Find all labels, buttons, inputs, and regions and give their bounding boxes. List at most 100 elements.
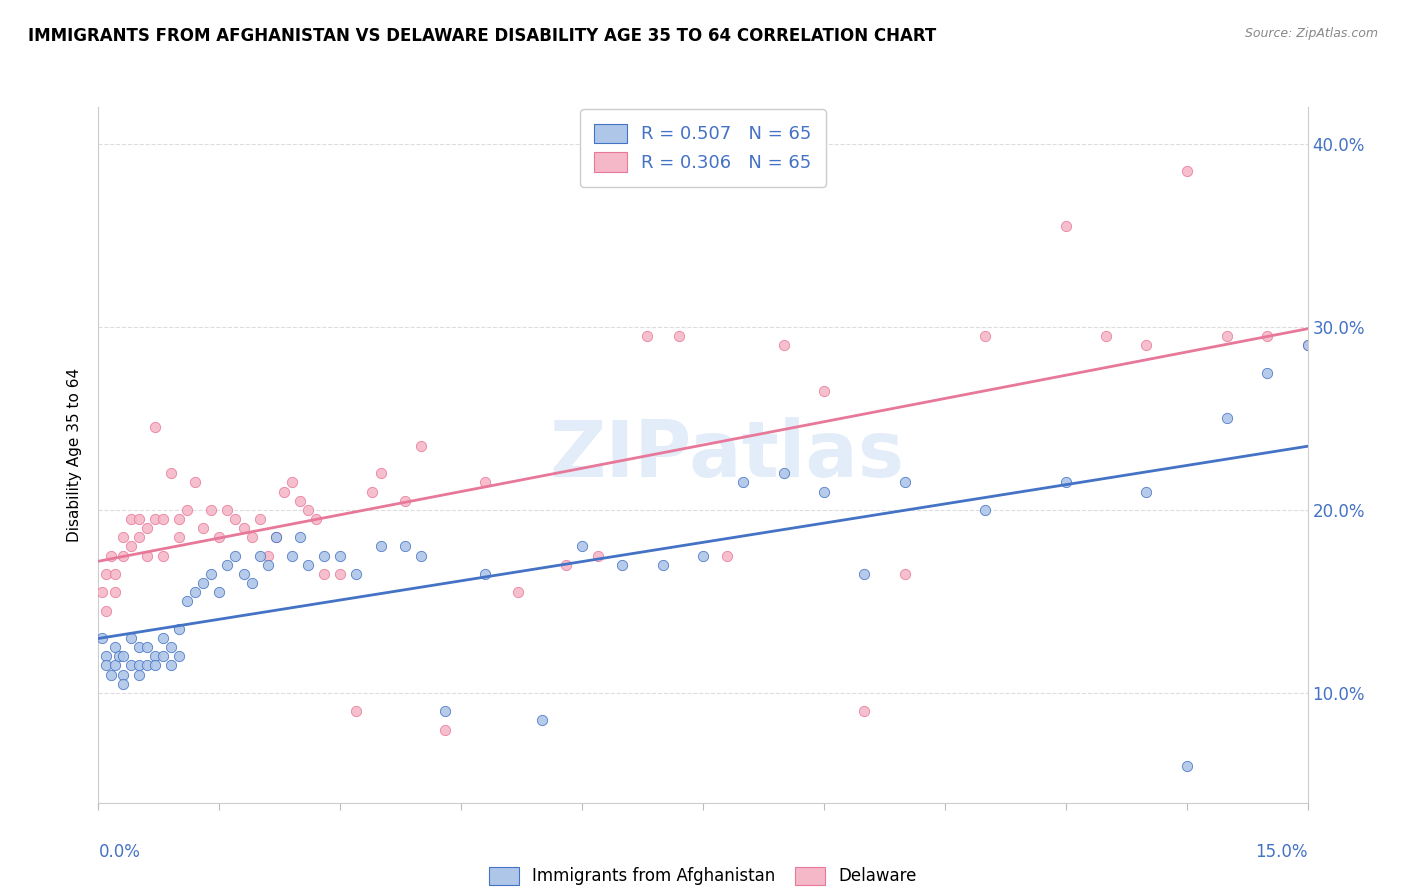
Point — [297, 503, 319, 517]
Point — [506, 585, 529, 599]
Point — [1296, 338, 1319, 352]
Point — [1256, 366, 1278, 380]
Point — [167, 530, 190, 544]
Point — [120, 540, 142, 554]
Legend: Immigrants from Afghanistan, Delaware: Immigrants from Afghanistan, Delaware — [482, 860, 924, 892]
Point — [974, 329, 997, 343]
Point — [853, 704, 876, 718]
Point — [111, 549, 134, 563]
Point — [232, 521, 254, 535]
Point — [636, 329, 658, 343]
Point — [530, 714, 553, 728]
Point — [1216, 411, 1239, 425]
Point — [474, 566, 496, 581]
Text: 0.0%: 0.0% — [98, 843, 141, 861]
Point — [208, 530, 231, 544]
Point — [772, 467, 794, 481]
Point — [409, 439, 432, 453]
Point — [240, 576, 263, 591]
Point — [103, 640, 125, 655]
Point — [135, 640, 157, 655]
Point — [152, 649, 174, 664]
Point — [96, 658, 118, 673]
Point — [224, 512, 246, 526]
Point — [692, 549, 714, 563]
Point — [160, 467, 183, 481]
Point — [167, 512, 190, 526]
Point — [297, 558, 319, 572]
Point — [434, 704, 457, 718]
Point — [370, 540, 392, 554]
Point — [96, 566, 118, 581]
Point — [733, 475, 755, 490]
Point — [305, 512, 328, 526]
Text: ZIPatlas: ZIPatlas — [550, 417, 904, 493]
Point — [249, 512, 271, 526]
Point — [208, 585, 231, 599]
Point — [100, 667, 122, 681]
Point — [853, 566, 876, 581]
Point — [409, 549, 432, 563]
Point — [128, 640, 150, 655]
Point — [288, 493, 311, 508]
Point — [1175, 759, 1198, 773]
Point — [264, 530, 287, 544]
Point — [107, 649, 129, 664]
Point — [176, 594, 198, 608]
Text: Source: ZipAtlas.com: Source: ZipAtlas.com — [1244, 27, 1378, 40]
Point — [135, 658, 157, 673]
Point — [1175, 164, 1198, 178]
Point — [103, 585, 125, 599]
Point — [329, 549, 352, 563]
Point — [344, 704, 367, 718]
Point — [1095, 329, 1118, 343]
Point — [128, 530, 150, 544]
Point — [394, 540, 416, 554]
Point — [143, 512, 166, 526]
Point — [474, 475, 496, 490]
Point — [135, 549, 157, 563]
Point — [96, 649, 118, 664]
Point — [651, 558, 673, 572]
Point — [120, 631, 142, 645]
Point — [152, 549, 174, 563]
Point — [184, 475, 207, 490]
Point — [96, 603, 118, 617]
Point — [288, 530, 311, 544]
Point — [160, 658, 183, 673]
Point — [264, 530, 287, 544]
Point — [91, 585, 114, 599]
Text: 15.0%: 15.0% — [1256, 843, 1308, 861]
Point — [128, 512, 150, 526]
Point — [120, 658, 142, 673]
Point — [217, 503, 239, 517]
Y-axis label: Disability Age 35 to 64: Disability Age 35 to 64 — [67, 368, 83, 542]
Point — [103, 566, 125, 581]
Point — [1054, 475, 1077, 490]
Point — [281, 549, 304, 563]
Point — [217, 558, 239, 572]
Point — [612, 558, 634, 572]
Point — [1256, 329, 1278, 343]
Point — [103, 658, 125, 673]
Point — [224, 549, 246, 563]
Point — [434, 723, 457, 737]
Point — [370, 467, 392, 481]
Point — [200, 566, 222, 581]
Point — [281, 475, 304, 490]
Point — [91, 631, 114, 645]
Point — [143, 649, 166, 664]
Point — [200, 503, 222, 517]
Point — [256, 549, 278, 563]
Point — [120, 512, 142, 526]
Point — [361, 484, 384, 499]
Point — [135, 521, 157, 535]
Point — [111, 667, 134, 681]
Point — [184, 585, 207, 599]
Point — [143, 420, 166, 434]
Point — [344, 566, 367, 581]
Point — [974, 503, 997, 517]
Point — [240, 530, 263, 544]
Text: IMMIGRANTS FROM AFGHANISTAN VS DELAWARE DISABILITY AGE 35 TO 64 CORRELATION CHAR: IMMIGRANTS FROM AFGHANISTAN VS DELAWARE … — [28, 27, 936, 45]
Point — [813, 384, 835, 398]
